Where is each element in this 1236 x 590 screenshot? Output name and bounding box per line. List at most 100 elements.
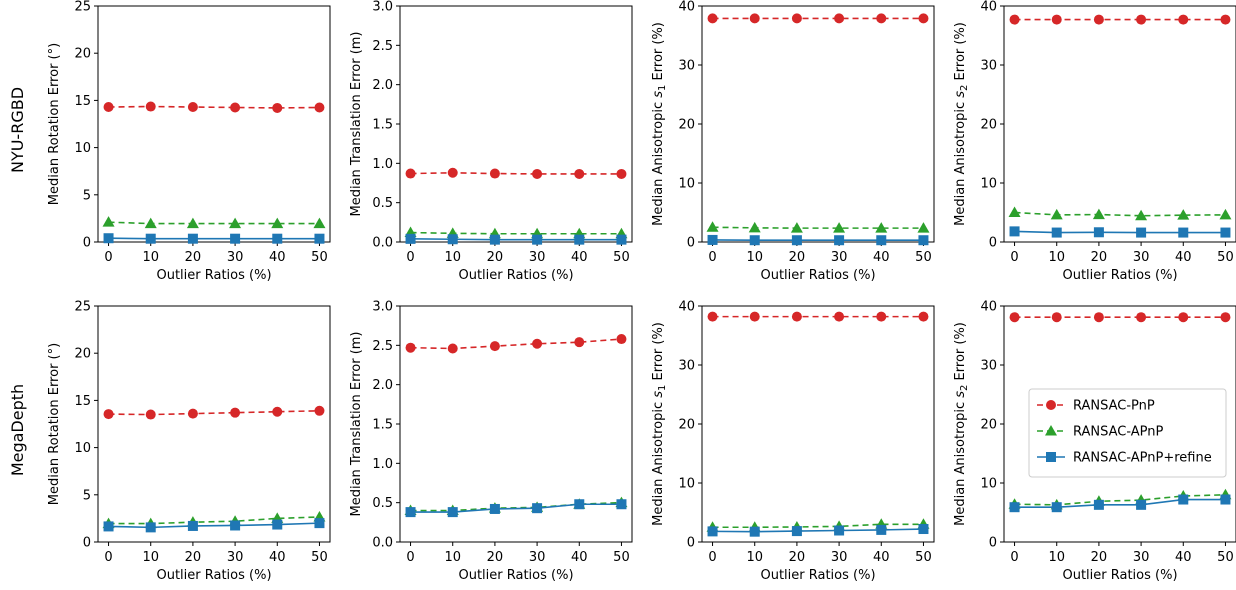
data-point xyxy=(574,337,585,348)
series-line xyxy=(1014,494,1226,506)
series-ransac-apnp-refine xyxy=(707,234,929,246)
data-point xyxy=(1092,208,1105,220)
y-axis-label: Median Rotation Error (°) xyxy=(47,43,62,205)
y-tick-label: 0.5 xyxy=(372,496,393,511)
data-point xyxy=(186,217,199,229)
y-tick-label: 10 xyxy=(74,441,91,456)
data-point xyxy=(187,408,198,419)
data-point xyxy=(1051,502,1062,513)
data-point xyxy=(314,102,325,113)
x-tick-label: 0 xyxy=(708,250,716,265)
data-point xyxy=(1178,494,1189,505)
x-tick-label: 0 xyxy=(104,250,112,265)
y-tick-label: 3.0 xyxy=(372,0,393,15)
data-point xyxy=(918,524,929,535)
data-point xyxy=(489,503,500,514)
x-tick-label: 10 xyxy=(746,550,763,565)
data-point xyxy=(833,222,846,233)
data-point xyxy=(1050,208,1063,220)
x-tick-label: 40 xyxy=(269,550,286,565)
series-ransac-pnp xyxy=(405,167,627,179)
panel-8: 0 10 20 30 40 0 10 20 30 40 50 Outlier Ratios (%) Me… xyxy=(953,300,1236,583)
data-point xyxy=(532,234,543,245)
data-point xyxy=(272,519,283,530)
data-point xyxy=(791,235,802,246)
data-point xyxy=(1178,227,1189,238)
x-tick-label: 20 xyxy=(1091,550,1108,565)
y-tick-label: 30 xyxy=(980,359,997,374)
plot-frame xyxy=(701,305,935,543)
data-point xyxy=(489,168,500,179)
data-point xyxy=(1177,209,1190,220)
y-tick-label: 0 xyxy=(83,536,91,551)
legend-marker xyxy=(1045,425,1057,436)
data-point xyxy=(749,526,760,537)
y-tick-label: 2.0 xyxy=(372,78,393,93)
x-tick-label: 10 xyxy=(1048,250,1065,265)
panel-6: 0.0 0.5 1.0 1.5 2.0 2.5 3.0 0 10 20 30 40 50 Outlier … xyxy=(349,300,633,583)
x-axis-label: Outlier Ratios (%) xyxy=(156,268,271,283)
data-point xyxy=(489,234,500,245)
data-point xyxy=(1093,227,1104,238)
data-point xyxy=(1136,312,1147,323)
x-tick-label: 30 xyxy=(529,250,546,265)
series-ransac-pnp xyxy=(1009,312,1231,323)
data-point xyxy=(447,234,458,245)
series-line xyxy=(1014,211,1226,217)
data-point xyxy=(313,217,326,229)
data-point xyxy=(230,520,241,531)
legend-label: RANSAC-APnP+refine xyxy=(1073,451,1212,466)
x-tick-label: 20 xyxy=(487,550,504,565)
legend-marker xyxy=(1046,452,1056,462)
x-tick-label: 10 xyxy=(142,250,159,265)
plot-frame xyxy=(701,5,935,243)
series-ransac-apnp xyxy=(706,221,930,233)
series-line xyxy=(108,522,320,529)
y-tick-label: 0 xyxy=(83,236,91,251)
y-tick-label: 20 xyxy=(74,47,91,62)
data-point xyxy=(102,216,115,227)
data-point xyxy=(405,233,416,244)
x-tick-label: 30 xyxy=(831,550,848,565)
legend-entry-ransac-apnp: RANSAC-APnP xyxy=(1037,425,1164,440)
y-axis-label: Median Anisotropic s1 Error (%) xyxy=(651,22,668,226)
series-ransac-pnp xyxy=(1009,14,1231,25)
y-tick-label: 5 xyxy=(83,188,91,203)
data-point xyxy=(1009,312,1020,323)
y-tick-label: 0.0 xyxy=(372,236,393,251)
legend: RANSAC-PnP RANSAC-APnP RANSAC-APnP+refine xyxy=(1028,388,1227,478)
y-tick-label: 30 xyxy=(980,59,997,74)
data-point xyxy=(876,524,887,535)
x-tick-label: 50 xyxy=(311,250,328,265)
x-tick-label: 0 xyxy=(104,550,112,565)
series-ransac-pnp xyxy=(405,334,627,354)
x-tick-label: 0 xyxy=(1010,550,1018,565)
x-tick-label: 50 xyxy=(613,550,630,565)
x-tick-label: 10 xyxy=(746,250,763,265)
row-label-megadepth: MegaDepth xyxy=(8,384,27,476)
y-axis-label: Median Anisotropic s2 Error (%) xyxy=(953,322,970,526)
data-point xyxy=(876,311,887,322)
x-tick-label: 0 xyxy=(406,250,414,265)
data-point xyxy=(748,221,761,233)
data-point xyxy=(145,409,156,420)
x-tick-label: 50 xyxy=(613,250,630,265)
legend-marker xyxy=(1046,400,1056,410)
data-point xyxy=(230,407,241,418)
data-point xyxy=(707,13,718,24)
plot-frame xyxy=(97,5,331,243)
data-point xyxy=(447,343,458,354)
y-tick-label: 40 xyxy=(980,300,997,315)
data-point xyxy=(405,507,416,518)
data-point xyxy=(144,217,157,229)
x-tick-label: 10 xyxy=(1048,550,1065,565)
y-tick-label: 10 xyxy=(74,141,91,156)
data-point xyxy=(447,167,458,178)
data-point xyxy=(1178,14,1189,25)
series-ransac-pnp xyxy=(103,405,325,420)
series-line xyxy=(108,516,320,525)
y-tick-label: 1.5 xyxy=(372,118,393,133)
y-tick-label: 25 xyxy=(74,0,91,15)
x-axis-label: Outlier Ratios (%) xyxy=(156,568,271,583)
